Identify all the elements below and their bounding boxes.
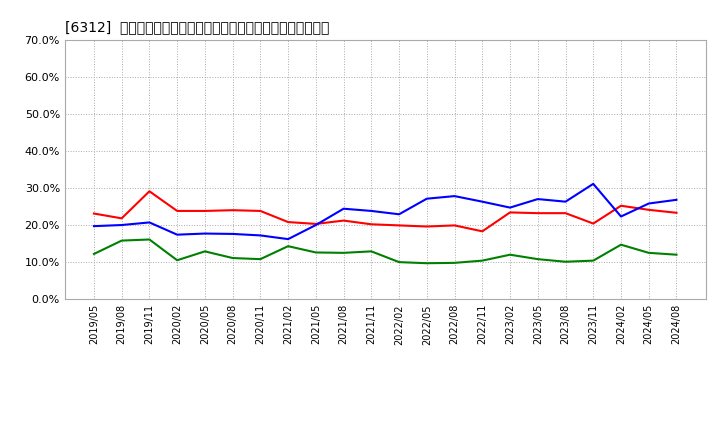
在庫 [173,232,181,237]
在庫 [89,224,98,229]
在庫 [478,199,487,204]
売上債権 [256,208,265,213]
在庫 [672,197,681,202]
買入債務 [589,258,598,263]
買入債務 [228,255,237,260]
買入債務 [423,260,431,266]
売上債権 [534,210,542,216]
売上債権 [478,229,487,234]
買入債務 [256,257,265,262]
買入債務 [450,260,459,265]
買入債務 [616,242,625,247]
売上債権 [644,207,653,213]
Line: 売上債権: 売上債権 [94,191,677,231]
買入債務 [367,249,376,254]
在庫 [395,212,403,217]
在庫 [339,206,348,211]
買入債務 [478,258,487,263]
在庫 [616,214,625,219]
在庫 [312,222,320,227]
売上債権 [505,210,514,215]
売上債権 [561,210,570,216]
買入債務 [505,252,514,257]
在庫 [284,236,292,242]
売上債権 [339,218,348,223]
買入債務 [284,243,292,249]
売上債権 [450,223,459,228]
買入債務 [534,257,542,262]
買入債務 [117,238,126,243]
買入債務 [173,258,181,263]
在庫 [367,208,376,213]
在庫 [534,196,542,202]
在庫 [117,222,126,227]
売上債権 [284,220,292,225]
売上債権 [367,222,376,227]
買入債務 [339,250,348,256]
在庫 [561,199,570,204]
在庫 [644,201,653,206]
売上債権 [145,189,154,194]
買入債務 [201,249,210,254]
売上債権 [395,223,403,228]
売上債権 [117,216,126,221]
在庫 [505,205,514,210]
買入債務 [644,250,653,256]
在庫 [201,231,210,236]
在庫 [256,233,265,238]
在庫 [145,220,154,225]
Line: 買入債務: 買入債務 [94,239,677,263]
買入債務 [145,237,154,242]
売上債権 [423,224,431,229]
買入債務 [395,260,403,265]
売上債権 [228,208,237,213]
在庫 [423,196,431,202]
買入債務 [89,251,98,257]
在庫 [450,194,459,199]
売上債権 [312,221,320,227]
Line: 在庫: 在庫 [94,184,677,239]
売上債権 [89,211,98,216]
在庫 [228,231,237,237]
売上債権 [201,208,210,213]
売上債権 [589,221,598,226]
在庫 [589,181,598,187]
買入債務 [561,259,570,264]
買入債務 [312,250,320,255]
Text: [6312]  売上債権、在庫、買入債務の総資産に対する比率の推移: [6312] 売上債権、在庫、買入債務の総資産に対する比率の推移 [65,20,329,34]
売上債権 [672,210,681,216]
売上債権 [173,208,181,213]
売上債権 [616,203,625,209]
買入債務 [672,252,681,257]
